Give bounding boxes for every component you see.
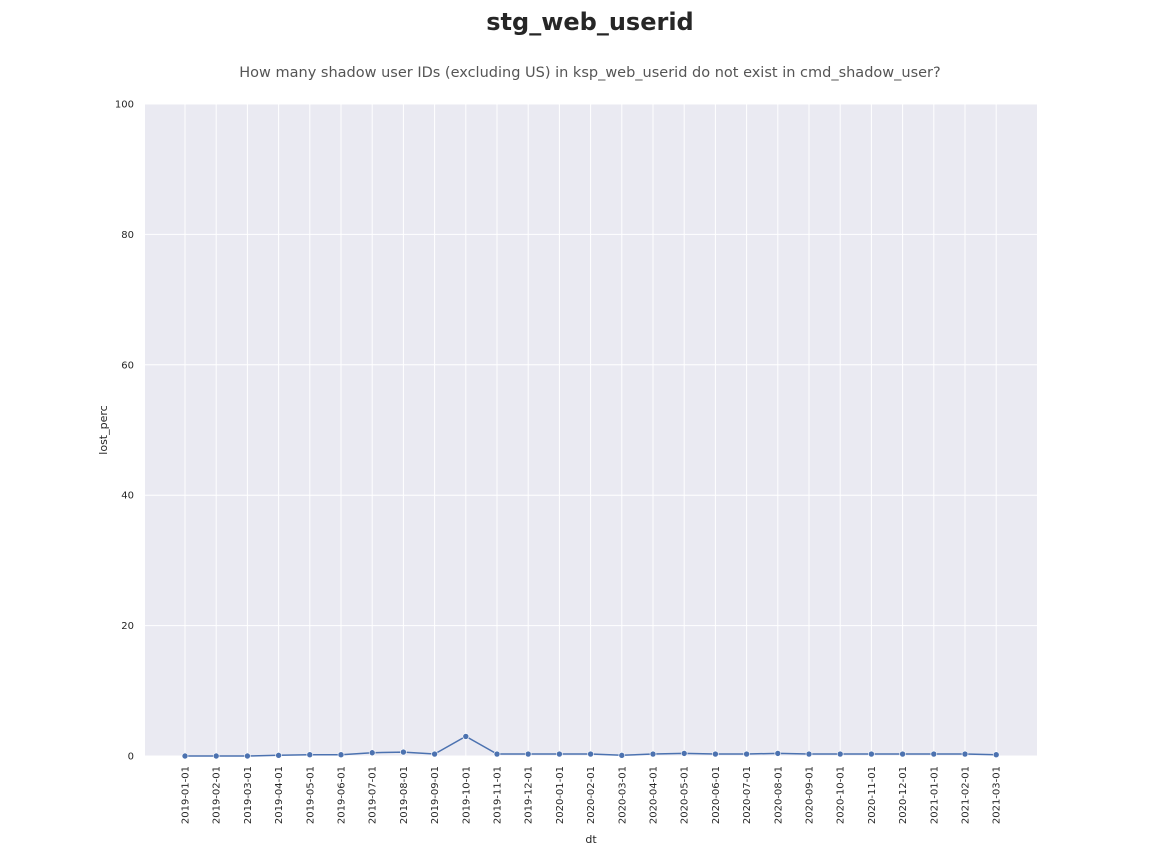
y-axis-label: lost_perc [97,405,110,454]
x-tick-label: 2020-06-01 [711,766,722,824]
data-point [868,750,875,758]
x-tick-label: 2019-07-01 [368,766,379,824]
x-tick-label: 2019-02-01 [212,766,223,824]
data-point [493,750,501,758]
x-tick-label: 2020-12-01 [898,766,909,824]
x-tick-label: 2019-08-01 [399,766,410,824]
data-point [368,749,376,757]
x-tick-label: 2019-10-01 [461,766,472,824]
x-tick-label: 2020-08-01 [773,766,784,824]
x-axis-ticks: 2019-01-01 2019-02-01 2019-03-01 2019-04-01… [181,766,1003,824]
data-point [400,748,407,756]
data-point [556,750,563,758]
data-point [337,751,345,758]
data-point [930,750,938,758]
data-point [618,752,626,759]
x-tick-label: 2019-01-01 [181,766,192,824]
x-tick-label: 2020-05-01 [680,766,691,824]
y-tick-label: 40 [121,491,134,502]
y-axis-ticks: 0 20 40 60 80 100 [115,100,134,763]
x-tick-label: 2020-01-01 [555,766,566,824]
data-point [649,750,657,758]
y-tick-label: 100 [115,100,134,111]
data-point [244,752,251,760]
x-axis-label: dt [585,833,597,846]
x-tick-label: 2021-03-01 [992,766,1003,824]
x-tick-label: 2020-10-01 [836,766,847,824]
grid-lines [145,103,1037,757]
data-point [743,750,750,758]
data-point [992,751,1000,758]
x-tick-label: 2019-06-01 [337,766,348,824]
chart-title: stg_web_userid [486,8,694,36]
data-point [431,750,438,758]
x-tick-label: 2019-12-01 [524,766,535,824]
data-point [836,750,844,758]
x-tick-label: 2020-04-01 [649,766,660,824]
x-tick-label: 2021-02-01 [961,766,972,824]
x-tick-label: 2019-09-01 [430,766,441,824]
data-point [680,750,688,757]
y-tick-label: 20 [121,621,134,632]
data-point [181,752,189,760]
x-tick-label: 2020-09-01 [805,766,816,824]
x-tick-label: 2019-05-01 [305,766,316,824]
x-tick-label: 2019-03-01 [243,766,254,824]
y-tick-label: 0 [128,752,134,763]
data-point [774,750,782,757]
data-point [524,750,532,758]
x-tick-label: 2020-11-01 [867,766,878,824]
data-point [587,750,594,758]
x-tick-label: 2020-02-01 [586,766,597,824]
data-point [306,751,314,758]
y-tick-label: 80 [121,230,134,241]
data-point [212,752,220,760]
data-point [961,750,969,758]
y-tick-label: 60 [121,360,134,371]
x-tick-label: 2019-11-01 [493,766,504,824]
x-tick-label: 2020-07-01 [742,766,753,824]
x-tick-label: 2020-03-01 [617,766,628,824]
data-point [275,752,282,759]
data-series [181,733,1000,760]
data-point [712,750,719,758]
chart-subtitle: How many shadow user IDs (excluding US) … [239,65,941,81]
data-point [805,750,813,758]
x-tick-label: 2021-01-01 [929,766,940,824]
x-tick-label: 2019-04-01 [274,766,285,824]
data-point [899,750,906,758]
data-point [462,733,470,740]
